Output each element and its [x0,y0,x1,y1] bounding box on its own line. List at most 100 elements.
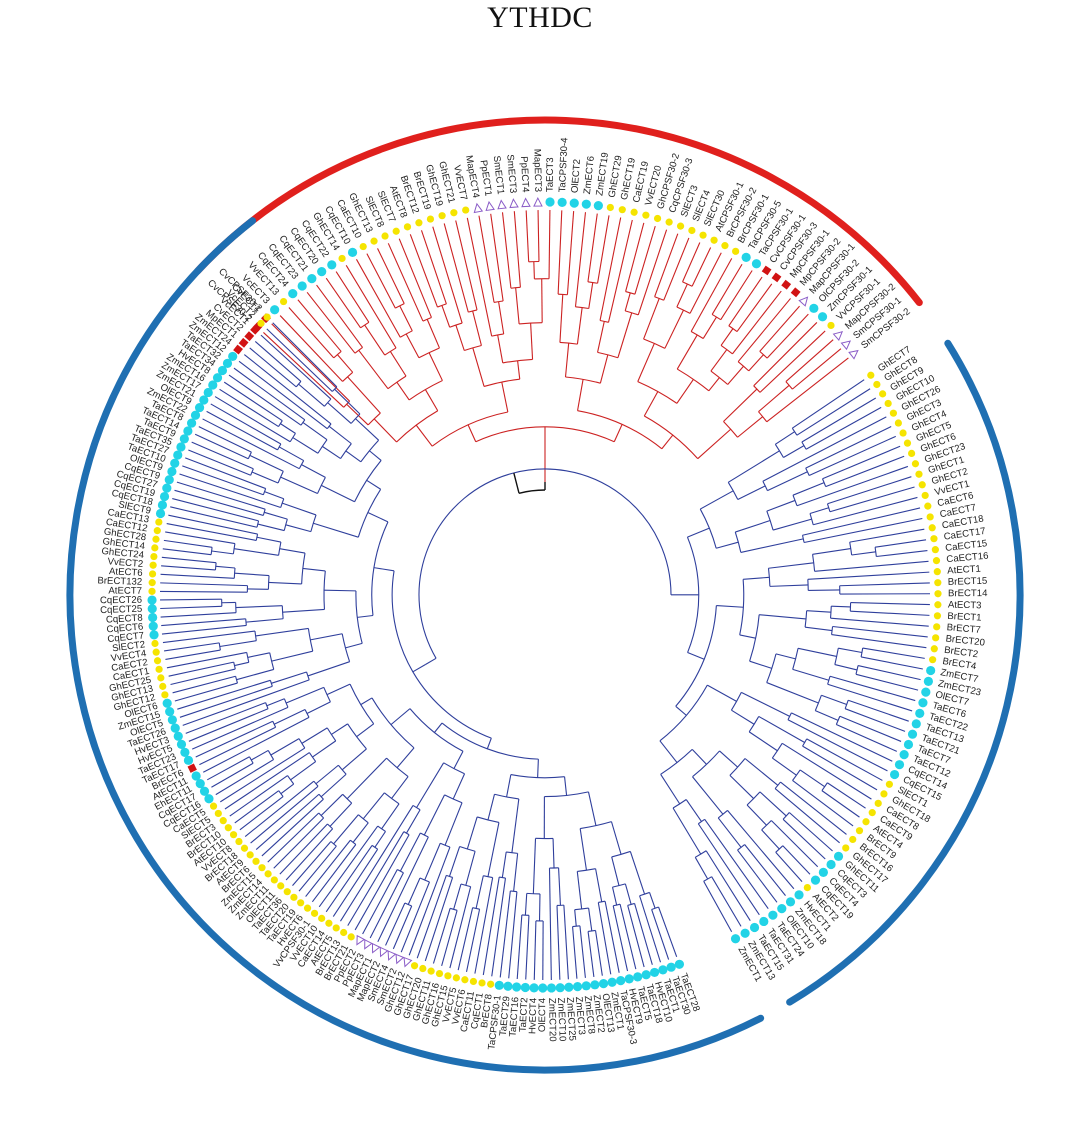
branch-ect-main [360,697,373,706]
branch-ect-right [836,723,898,752]
marker-dicot [606,203,614,212]
branch-ect-main [392,905,413,950]
branch-ect-right [797,647,837,657]
branch-ythdc [426,319,440,349]
branch-ect-main [202,716,310,773]
branch-ect-main [292,437,319,454]
branch-arc-ect-main [331,386,338,392]
branch-ect-main [261,798,324,857]
branch-arc-ect-main [301,553,306,584]
marker-monocot [512,982,522,992]
marker-dicot [930,645,938,653]
leaf-label: VvECT2 [107,556,143,570]
branch-ect-main [162,548,212,556]
branch-ect-main [366,479,381,490]
branch-ect-right [796,465,909,507]
marker-dicot [258,864,266,872]
branch-ythdc [689,252,722,314]
marker-monocot [307,274,317,284]
branch-ect-right [761,829,780,850]
branch-ect-main [579,828,587,871]
branch-ect-main [210,403,282,445]
branch-ect-main [355,418,379,441]
branch-ect-main [164,642,220,652]
branch-ect-right [770,820,819,868]
branch-ect-right [782,845,811,875]
branch-ect-main [399,832,421,872]
leaf-label: BrECT8 [479,993,495,1028]
branch-ect-main [487,822,500,877]
branch-ythdc [441,305,451,328]
branch-arc-ect-right [855,665,859,675]
leaf-label: MapECT3 [531,149,543,192]
marker-dicot [338,254,346,263]
branch-ect-main [576,871,583,910]
group-arc-ect-1 [786,339,1024,1006]
branch-ect-main [236,668,274,681]
branch-ythdc [515,287,520,324]
branch-ect-right [787,719,888,772]
branch-ect-main [407,877,421,905]
branch-ect-right [774,788,840,844]
marker-monocot [149,630,159,640]
figure-title: YTHDC [487,1,593,34]
branch-ythdc [346,403,369,426]
branch-ythdc [377,248,405,304]
branch-ythdc [728,276,763,327]
branch-arc-ect-main [307,628,314,652]
branch-ect-main [324,589,356,592]
branch-arc-ect-right [748,716,760,733]
branch-ect-main [199,726,276,766]
branch-ythdc [682,242,701,283]
marker-cpsf [244,331,255,342]
branch-ect-main [345,450,362,463]
branch-arc-ect-main [349,839,357,845]
branch-ect-main [610,821,622,855]
branch-ect-main [257,523,285,532]
marker-dicot [653,214,662,223]
branch-ect-main [465,909,481,973]
branch-arc-ect-right [829,606,832,619]
leaf-label: ZmECT8 [582,995,597,1034]
leaf-label: SmECT1 [491,155,506,195]
marker-monocot [297,281,307,291]
leaf-label: AtECT6 [109,566,143,579]
marker-monocot [923,676,933,686]
branch-ect-right [796,388,871,436]
branch-ect-right [792,379,865,429]
branch-ect-main [501,851,507,878]
branch-ythdc [766,313,809,359]
marker-dicot [438,212,446,220]
branch-ect-right [704,819,769,909]
branch-ect-right [805,426,892,469]
branch-ythdc [637,343,655,382]
marker-dicot [303,904,312,912]
branch-ect-main [423,794,446,836]
branch-ect-main [279,548,306,554]
leaf-label: TaCPSF30-4 [557,137,570,193]
branch-ythdc [557,210,563,295]
branch-ect-right [814,560,929,572]
marker-dicot [283,888,291,896]
branch-ect-right [806,610,831,613]
branch-arc-ect-right [686,536,700,653]
marker-monocot [572,982,583,992]
marker-dicot [340,928,348,937]
branch-arc-ect-main [572,925,580,928]
branch-ect-right [857,664,921,681]
marker-dicot [444,972,452,980]
branch-ect-main [163,539,213,548]
branch-ect-main [249,347,297,388]
branch-ect-main [234,572,270,577]
leaf-label: SmECT3 [504,154,518,194]
branch-ect-right [812,547,851,555]
group-arc-ythdc [194,116,923,307]
leaf-label: TaECT29 [498,996,513,1037]
branch-ect-main [195,720,274,758]
branch-ect-main [179,473,281,509]
branch-ect-right [851,551,876,556]
branch-ect-main [405,809,421,834]
branch-ect-main [564,776,568,796]
marker-monocot [794,890,804,900]
marker-cpsf [781,279,792,290]
